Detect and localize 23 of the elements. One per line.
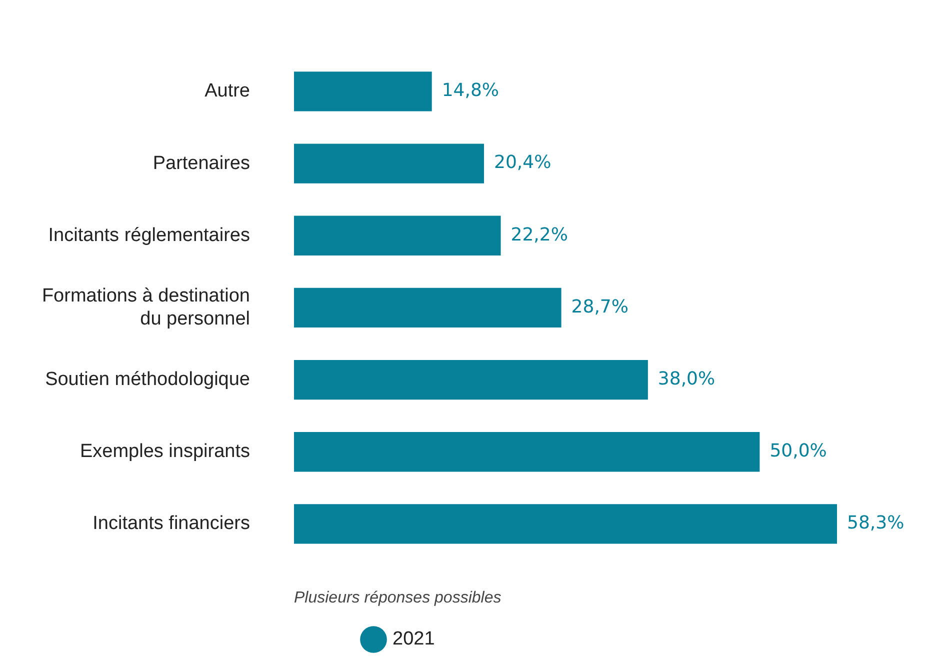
- data-label: 20,4%: [494, 152, 552, 174]
- bar: [294, 216, 501, 256]
- y-tick-label: Partenaires: [152, 152, 250, 174]
- bar: [294, 288, 562, 328]
- y-tick-label: Autre: [204, 80, 250, 102]
- bar: [294, 72, 432, 112]
- bar: [294, 144, 484, 184]
- y-tick-label: Incitants financiers: [92, 513, 250, 534]
- legend-label: 2021: [392, 628, 435, 650]
- data-label: 38,0%: [658, 368, 716, 390]
- data-label: 14,8%: [442, 80, 500, 102]
- data-label: 50,0%: [770, 440, 827, 462]
- data-label: 58,3%: [847, 512, 904, 534]
- y-tick-label: Formations à destination du personnel: [42, 286, 250, 330]
- y-tick-label: Incitants réglementaires: [48, 224, 250, 246]
- data-label: 28,7%: [571, 296, 628, 318]
- bar: [294, 504, 837, 544]
- bar: [294, 360, 648, 400]
- text: Plusieurs réponses possibles: [294, 589, 502, 606]
- y-tick-label: Soutien méthodologique: [45, 369, 250, 390]
- data-label: 22,2%: [510, 224, 568, 246]
- y-tick-label: Exemples inspirants: [80, 441, 250, 462]
- bar: [294, 432, 760, 472]
